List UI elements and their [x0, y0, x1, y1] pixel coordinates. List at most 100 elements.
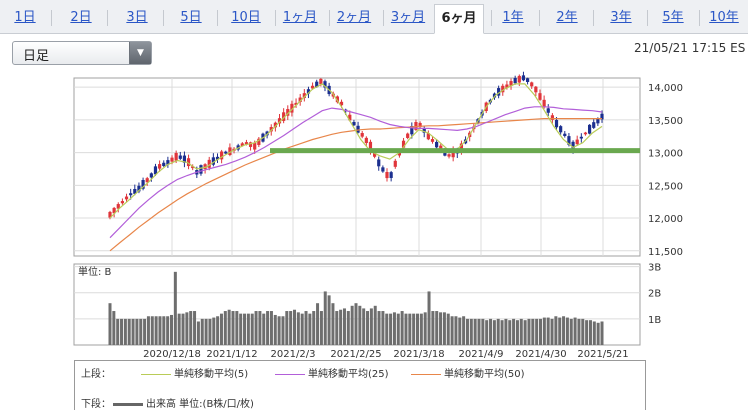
tab-10年[interactable]: 10年 — [709, 10, 739, 25]
tab-2ヶ月[interactable]: 2ヶ月 — [336, 10, 372, 25]
volume-bar — [246, 313, 250, 345]
candle-body — [492, 93, 497, 98]
candle-body — [129, 193, 133, 196]
volume-bar — [243, 313, 247, 345]
volume-bar — [196, 321, 200, 345]
volume-bar — [200, 318, 204, 345]
volume-bar — [500, 320, 504, 345]
candle-body — [108, 211, 112, 218]
volume-bar — [289, 311, 293, 345]
candle-body — [373, 152, 377, 157]
candle-body — [497, 88, 501, 96]
candle-body — [348, 114, 352, 121]
tab-3年[interactable]: 3年 — [610, 10, 632, 25]
volume-bar — [508, 320, 512, 345]
update-timestamp: 21/05/21 17:15 ES — [634, 41, 746, 55]
candle-body — [248, 142, 253, 147]
candle-body — [199, 165, 203, 174]
volume-bar — [477, 318, 481, 345]
tab-separator — [383, 10, 384, 26]
volume-bar — [281, 316, 285, 345]
candle-body — [265, 131, 269, 136]
candle-body — [410, 126, 414, 135]
volume-bar — [446, 313, 450, 345]
candle-body — [385, 171, 389, 179]
volume-bar — [539, 318, 542, 345]
candle-body — [335, 96, 339, 103]
tab-2日[interactable]: 2日 — [70, 10, 92, 25]
volume-bar — [550, 318, 554, 345]
ma5-line — [109, 83, 603, 219]
candle-body — [426, 133, 430, 140]
volume-bar — [527, 318, 531, 345]
volume-bar — [285, 311, 289, 345]
volume-bar — [431, 311, 435, 345]
volume-bar — [515, 320, 519, 345]
volume-bar — [558, 317, 562, 345]
volume-bar — [185, 312, 189, 345]
volume-bar — [331, 303, 335, 345]
legend-swatch-ma25 — [275, 373, 305, 375]
volume-bar — [293, 309, 296, 345]
tab-5日[interactable]: 5日 — [180, 10, 202, 25]
tab-1年[interactable]: 1年 — [502, 10, 524, 25]
dropdown-arrow-icon[interactable]: ▼ — [129, 42, 151, 64]
candle-body — [381, 167, 385, 172]
volume-bar — [408, 313, 412, 345]
volume-bar — [269, 311, 273, 345]
candle-body — [596, 118, 600, 124]
tab-1ヶ月[interactable]: 1ヶ月 — [282, 10, 318, 25]
volume-bar — [596, 322, 600, 345]
candle-body — [600, 113, 604, 120]
candle-body — [364, 137, 368, 144]
candle-body — [253, 142, 257, 150]
candle-body — [554, 119, 559, 128]
legend-lower-row: 下段： — [81, 395, 111, 410]
volume-bar — [116, 318, 120, 345]
volume-bar — [273, 314, 277, 345]
volume-bar — [481, 318, 485, 345]
tab-separator — [329, 10, 330, 26]
tab-5年[interactable]: 5年 — [662, 10, 684, 25]
candle-body — [306, 89, 311, 94]
volume-bar — [542, 317, 546, 345]
volume-bar — [439, 312, 443, 345]
tab-3ヶ月[interactable]: 3ヶ月 — [390, 10, 426, 25]
tab-1日[interactable]: 1日 — [14, 10, 36, 25]
tab-3日[interactable]: 3日 — [126, 10, 148, 25]
volume-bar — [396, 313, 400, 345]
volume-bar — [577, 318, 581, 345]
candle-body — [352, 122, 356, 126]
candle-body — [530, 82, 534, 87]
candle-body — [310, 85, 315, 89]
volume-bar — [523, 320, 527, 345]
legend-label-ma25: 単純移動平均(25) — [308, 369, 389, 380]
price-tick-label: 12,000 — [648, 214, 683, 225]
candle-body — [435, 141, 439, 148]
chart-interval-select[interactable]: 日足 ▼ — [12, 41, 152, 65]
candle-body — [244, 142, 249, 145]
volume-bar — [465, 318, 469, 345]
volume-bar — [316, 303, 320, 345]
candle-body — [513, 78, 517, 84]
candle-body — [112, 207, 116, 214]
tab-separator — [163, 10, 164, 26]
candle-body — [592, 122, 596, 128]
candle-body — [153, 166, 158, 175]
volume-bar — [389, 313, 393, 345]
volume-bar — [146, 316, 150, 345]
tab-6ヶ月[interactable]: 6ヶ月 — [434, 4, 484, 34]
volume-bar — [600, 321, 604, 345]
volume-bar — [335, 311, 339, 345]
volume-bar — [392, 312, 396, 345]
volume-bar — [339, 309, 343, 345]
volume-bar — [254, 311, 258, 345]
candle-body — [191, 166, 195, 169]
volume-bar — [158, 316, 162, 345]
candle-body — [339, 101, 344, 106]
volume-bar — [223, 311, 227, 345]
volume-unit-label: 単位: B — [78, 265, 112, 278]
tab-10日[interactable]: 10日 — [231, 10, 261, 25]
candle-body — [414, 122, 418, 130]
tab-2年[interactable]: 2年 — [556, 10, 578, 25]
